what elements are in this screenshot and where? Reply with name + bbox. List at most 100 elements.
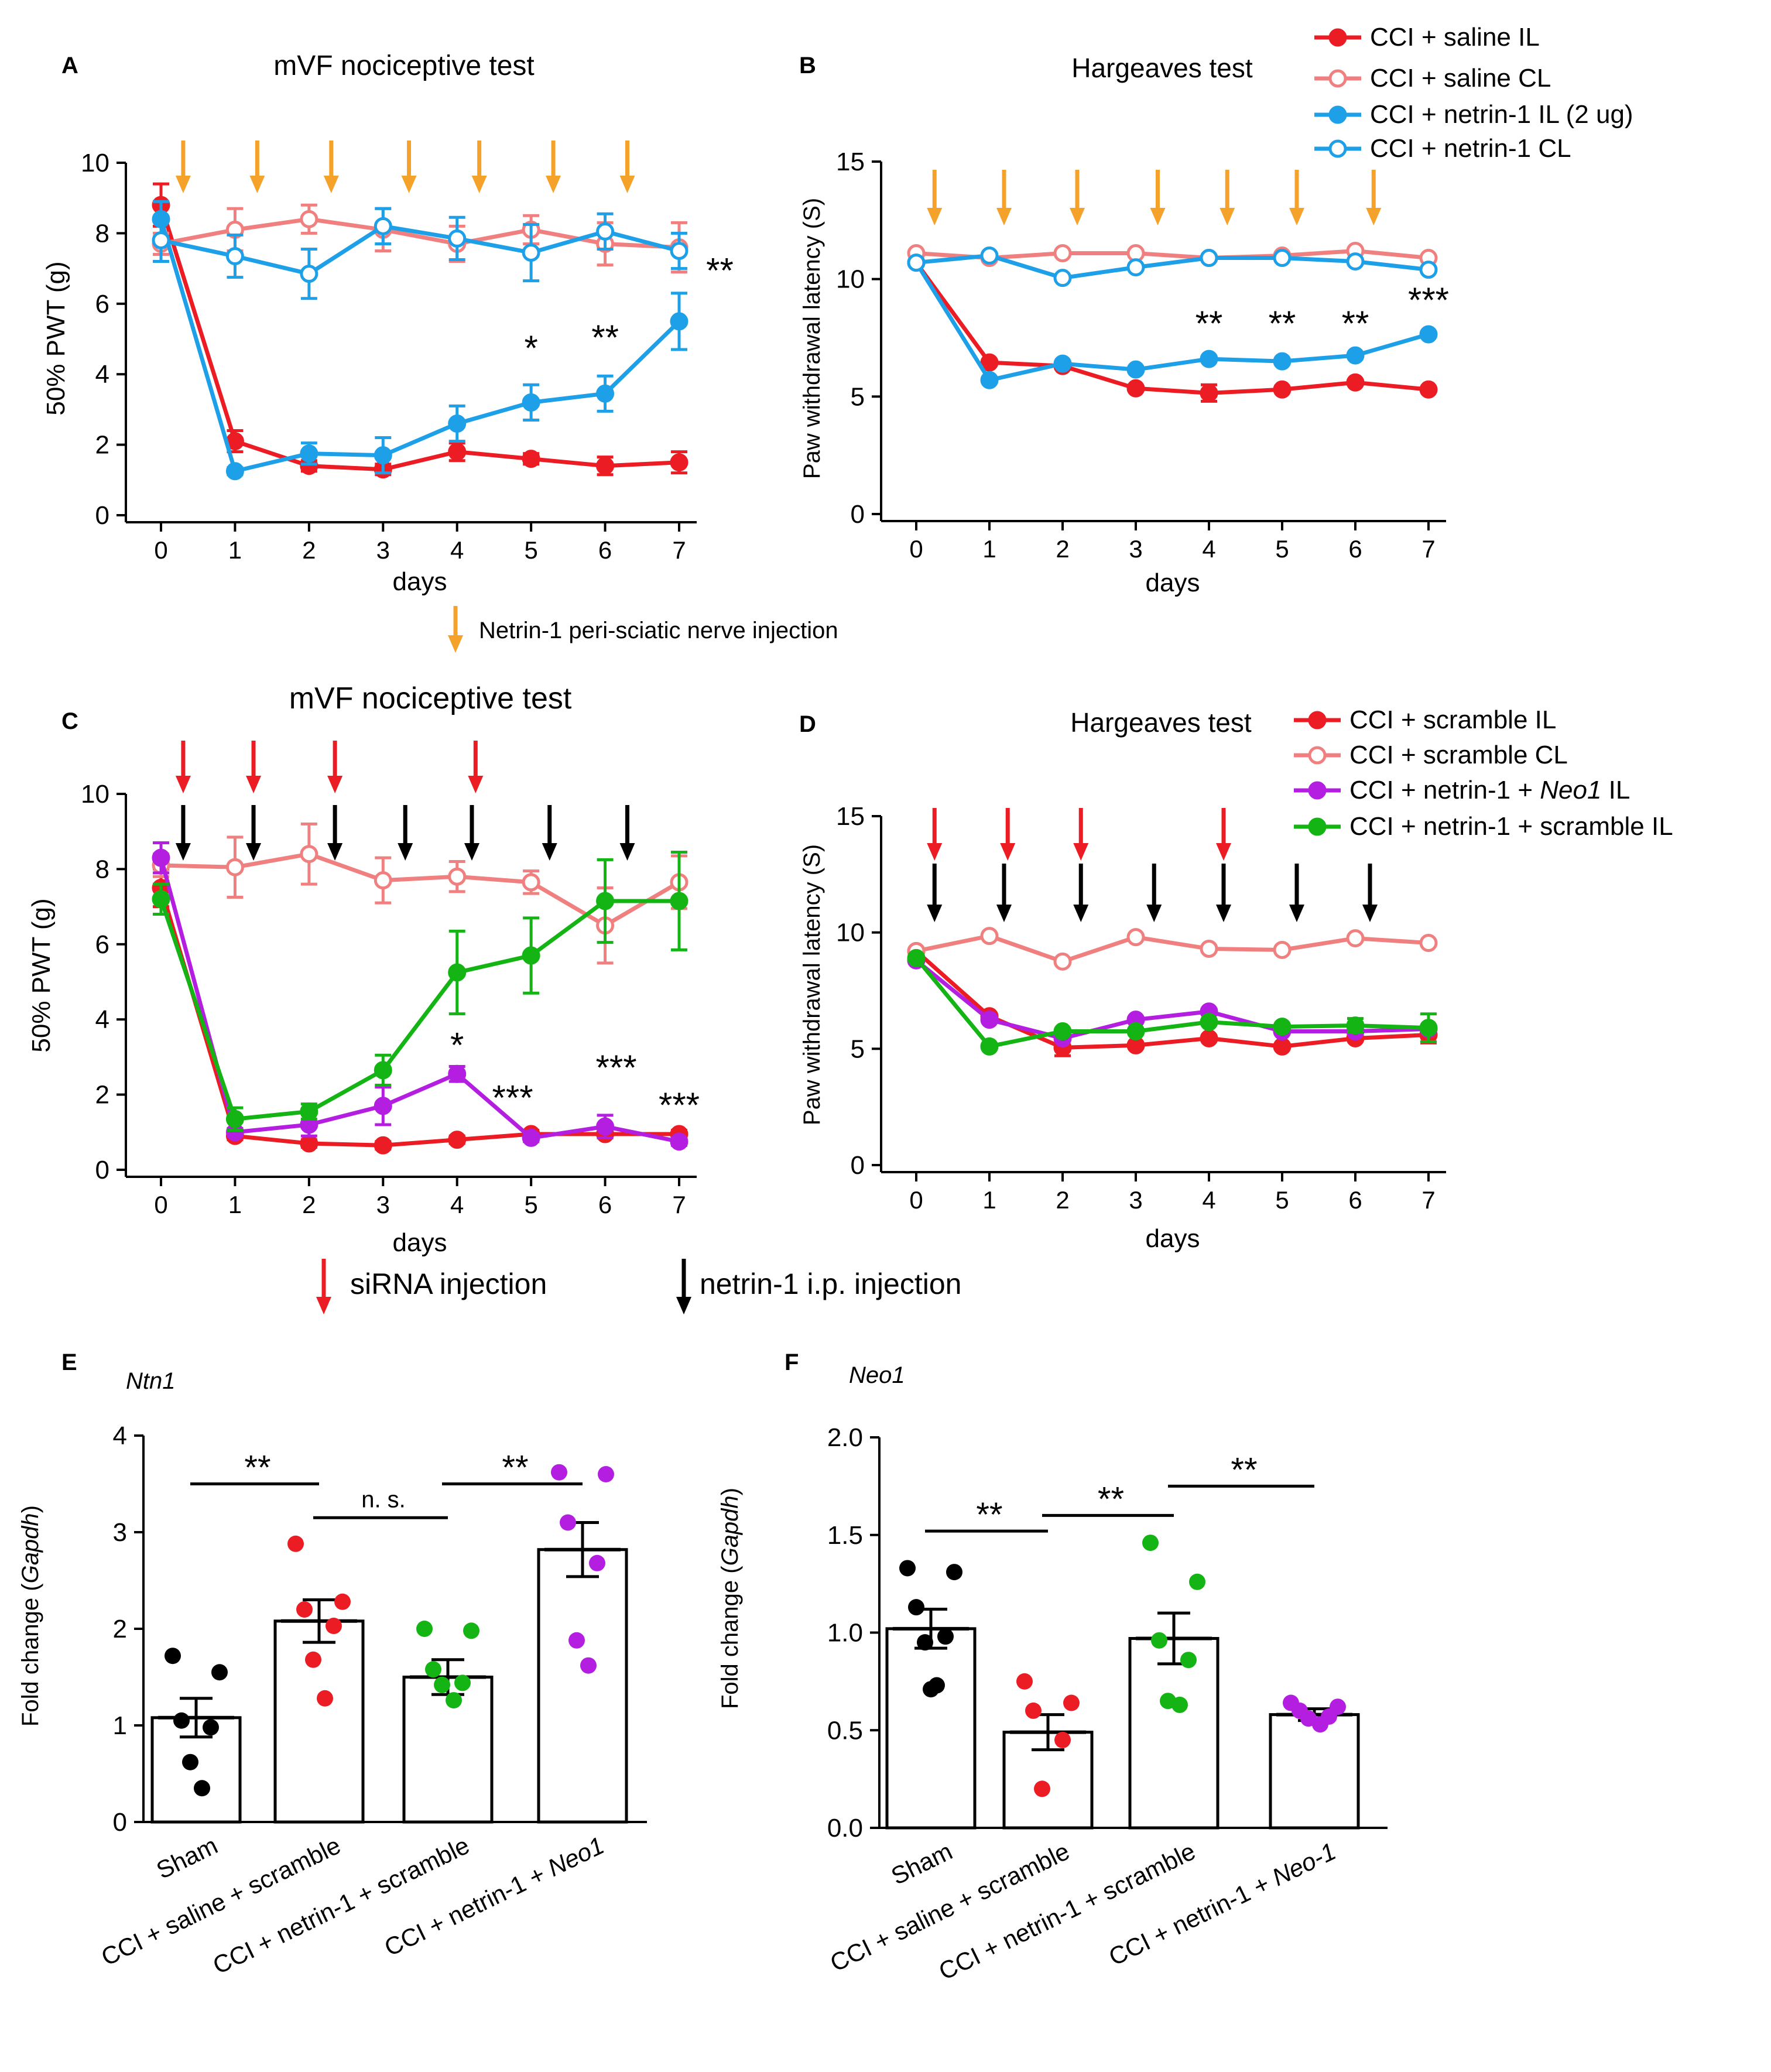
y-tick-label-E-2: 2 (113, 1615, 127, 1643)
injection-arrow-B-2-head (1070, 208, 1085, 225)
significance-stars-B-0: ** (1195, 304, 1223, 343)
data-point-D-1-1 (980, 927, 999, 946)
injection-arrow-B-1-head (996, 208, 1012, 225)
y-tick-label-F-3: 1.5 (827, 1521, 863, 1550)
injection-arrow-C-10 (619, 805, 635, 861)
data-point-B-2-4 (1200, 350, 1218, 368)
x-tick-label-B-6: 6 (1348, 535, 1362, 563)
point-E-2-3 (454, 1674, 471, 1691)
injection-arrow-C-6-head (327, 843, 343, 861)
y-label-F-prefix: Fold change ( (717, 1566, 743, 1709)
point-E-2-4 (434, 1676, 450, 1693)
point-E-1-0 (287, 1535, 304, 1552)
y-tick-label-D-15: 15 (836, 802, 865, 831)
series-D-1 (907, 927, 1438, 971)
y-label-E-suffix: ) (18, 1505, 43, 1513)
y-tick-label-C-8: 8 (95, 855, 109, 883)
data-point-D-3-2 (1053, 1022, 1072, 1041)
data-point-A-3-5 (522, 244, 540, 262)
bar-E-3 (537, 1548, 628, 1824)
chart-title-A: mVF nociceptive test (273, 50, 535, 81)
data-point-A-2-4 (448, 414, 467, 433)
data-point-B-0-6 (1346, 373, 1365, 392)
injection-arrow-D-1-head (1000, 843, 1016, 861)
data-point-C-0-2 (300, 1134, 318, 1153)
significance-stars-B-2: ** (1342, 304, 1369, 343)
injection-arrow-B-0 (927, 170, 943, 225)
series-C-3 (152, 851, 688, 1132)
y-tick-label-A-0: 0 (95, 501, 109, 530)
x-tick-label-C-4: 4 (450, 1191, 464, 1218)
series-line-D-1 (916, 934, 1429, 964)
injection-arrow-D-9-head (1289, 905, 1304, 922)
injection-arrow-B-5 (1289, 170, 1304, 225)
y-tick-label-D-10: 10 (836, 919, 865, 947)
data-point-C-3-0 (152, 890, 170, 909)
series-line-A-1 (160, 217, 680, 249)
point-E-0-2 (173, 1712, 190, 1729)
point-E-1-5 (317, 1690, 333, 1707)
series-B-3 (907, 246, 1438, 287)
point-F-2-0 (1142, 1535, 1159, 1552)
injection-arrow-A-4 (471, 141, 487, 193)
series-line-B-0 (914, 261, 1429, 395)
point-F-1-2 (1025, 1702, 1042, 1719)
point-F-0-1 (946, 1564, 962, 1581)
injection-arrow-C-8 (464, 805, 479, 861)
x-tick-label-C-7: 7 (672, 1191, 686, 1218)
significance-stars-B-3: *** (1408, 280, 1449, 320)
panel-label-F: F (785, 1350, 799, 1375)
data-point-C-3-1 (225, 1109, 244, 1128)
data-point-A-3-3 (374, 217, 392, 235)
injection-arrow-C-5 (246, 805, 262, 861)
comparison-label-E-0: ** (244, 1449, 270, 1487)
gene-label-F: Neo1 (849, 1362, 905, 1388)
bar-F-3 (1269, 1713, 1360, 1830)
legend-AB-label-2: CCI + saline CL (1370, 64, 1551, 93)
point-F-0-0 (899, 1560, 916, 1577)
injection-arrow-C-4 (175, 805, 191, 861)
y-label-E-italic: Gapdh (18, 1513, 43, 1583)
y-axis-label-F: Fold change (Gapdh) (717, 1488, 743, 1709)
injection-arrow-C-10-head (619, 843, 635, 861)
injection-arrow-C-3 (468, 741, 484, 793)
legend-AB-marker-1 (1328, 69, 1347, 88)
data-point-B-3-5 (1273, 249, 1292, 268)
injection-arrow-D-2-head (1073, 843, 1089, 861)
category-label-F-3: CCI + netrin-1 + Neo-1 (1104, 1837, 1340, 1971)
data-point-B-0-5 (1273, 380, 1292, 399)
injection-arrow-A-1-head (249, 176, 265, 193)
data-point-A-2-1 (225, 462, 244, 481)
data-point-B-3-2 (1053, 269, 1072, 287)
x-tick-label-D-7: 7 (1421, 1186, 1435, 1214)
data-point-A-3-2 (300, 265, 318, 283)
data-point-A-0-4 (448, 443, 467, 461)
caption-arrow-red (316, 1259, 331, 1314)
point-F-1-0 (1016, 1673, 1033, 1690)
point-E-0-4 (182, 1754, 198, 1770)
data-point-C-1-4 (448, 867, 467, 886)
point-F-2-3 (1180, 1652, 1197, 1669)
data-point-B-2-6 (1346, 346, 1365, 365)
point-E-2-0 (416, 1621, 433, 1637)
point-E-3-0 (551, 1464, 567, 1481)
point-E-0-3 (203, 1719, 219, 1736)
point-E-3-1 (598, 1466, 614, 1482)
series-line-B-3 (916, 253, 1429, 280)
series-line-D-2 (914, 958, 1429, 1041)
series-line-C-1 (160, 852, 680, 928)
legend-CD-marker-2 (1308, 781, 1327, 800)
panel-label-E: E (61, 1350, 77, 1375)
injection-arrow-A-2-head (323, 176, 339, 193)
y-tick-label-E-1: 1 (113, 1711, 127, 1740)
category-label-E-3: CCI + netrin-1 + Neo1 (380, 1831, 608, 1961)
injection-arrow-D-5 (996, 864, 1012, 922)
x-tick-label-B-4: 4 (1202, 535, 1215, 563)
injection-arrow-A-3-head (401, 176, 417, 193)
data-point-C-3-4 (448, 963, 467, 982)
point-E-3-2 (560, 1514, 576, 1531)
y-tick-label-B-5: 5 (851, 382, 865, 411)
injection-arrow-D-0-head (927, 843, 943, 861)
data-point-B-3-3 (1126, 258, 1145, 277)
